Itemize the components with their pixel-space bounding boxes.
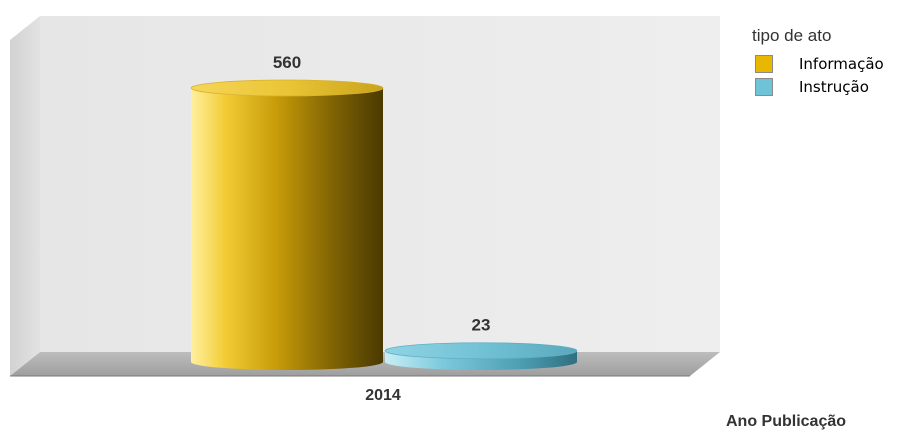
- legend-label: Informação: [799, 54, 884, 73]
- x-tick-label: 2014: [365, 387, 401, 404]
- data-label-informacao: 560: [273, 53, 301, 72]
- x-axis-title: Ano Publicação: [726, 413, 846, 430]
- legend-item-instrucao[interactable]: Instrução: [752, 75, 884, 98]
- bars-group: 560 23: [190, 53, 578, 370]
- data-label-instrucao: 23: [472, 316, 491, 335]
- bar-top-instrucao: [384, 342, 578, 360]
- bar-cylinder-informacao[interactable]: [191, 88, 383, 370]
- legend-label: Instrução: [799, 77, 869, 96]
- chart-left-wall: [10, 16, 40, 376]
- bar-top-informacao: [190, 79, 384, 97]
- legend-swatch-instrucao: [755, 77, 773, 96]
- legend-item-informacao[interactable]: Informação: [752, 52, 884, 75]
- legend: tipo de ato Informação Instrução: [752, 26, 884, 98]
- legend-swatch-informacao: [755, 54, 773, 73]
- legend-title: tipo de ato: [752, 26, 832, 45]
